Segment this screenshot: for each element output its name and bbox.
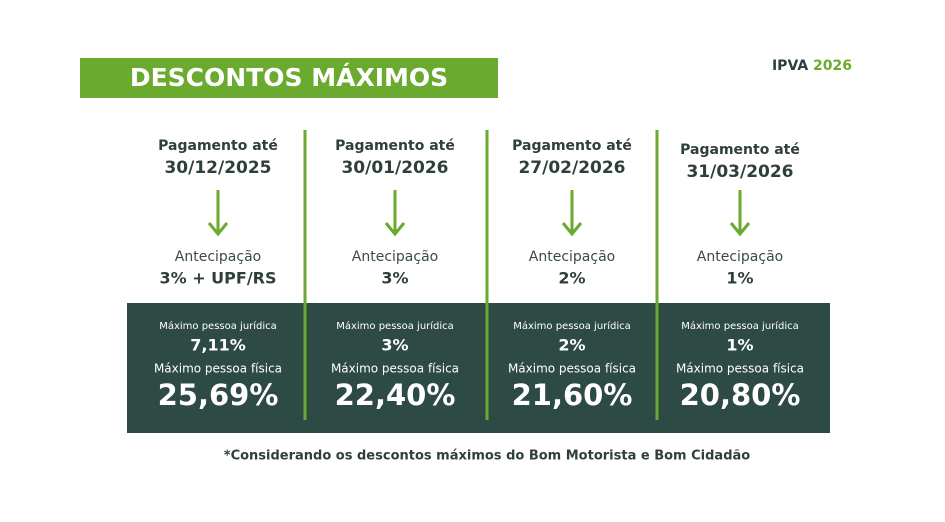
- title: DESCONTOS MÁXIMOS: [130, 63, 448, 92]
- pj-value: 3%: [381, 336, 408, 355]
- pf-value: 21,60%: [512, 378, 633, 412]
- pf-value: 25,69%: [158, 378, 279, 412]
- antecipacao-label: Antecipação: [175, 249, 261, 265]
- pj-label: Máximo pessoa jurídica: [159, 320, 277, 332]
- footnote: *Considerando os descontos máximos do Bo…: [224, 449, 751, 464]
- column-date: 27/02/2026: [518, 158, 625, 178]
- antecipacao-label: Antecipação: [352, 249, 438, 265]
- column-date: 30/01/2026: [341, 158, 448, 178]
- pf-label: Máximo pessoa física: [154, 362, 282, 376]
- pj-value: 1%: [726, 336, 753, 355]
- column-heading: Pagamento até: [335, 138, 455, 154]
- pf-value: 22,40%: [335, 378, 456, 412]
- arrow-head: [729, 222, 751, 237]
- column-date: 30/12/2025: [164, 158, 271, 178]
- pj-label: Máximo pessoa jurídica: [336, 320, 454, 332]
- pf-label: Máximo pessoa física: [331, 362, 459, 376]
- pf-label: Máximo pessoa física: [508, 362, 636, 376]
- pf-value: 20,80%: [680, 378, 801, 412]
- antecipacao-value: 1%: [726, 269, 753, 288]
- tag: IPVA 2026: [772, 58, 852, 74]
- discount-box: [127, 303, 830, 433]
- column-heading: Pagamento até: [158, 138, 278, 154]
- arrow-head: [207, 222, 229, 237]
- antecipacao-label: Antecipação: [529, 249, 615, 265]
- antecipacao-value: 3% + UPF/RS: [159, 269, 276, 288]
- tag-label: IPVA: [772, 58, 808, 74]
- pj-value: 2%: [558, 336, 585, 355]
- tag-year: 2026: [813, 58, 852, 74]
- pj-label: Máximo pessoa jurídica: [513, 320, 631, 332]
- arrow-head: [561, 222, 583, 237]
- pj-value: 7,11%: [190, 336, 246, 355]
- arrow-head: [384, 222, 406, 237]
- antecipacao-value: 2%: [558, 269, 585, 288]
- column-heading: Pagamento até: [680, 142, 800, 158]
- antecipacao-value: 3%: [381, 269, 408, 288]
- antecipacao-label: Antecipação: [697, 249, 783, 265]
- pf-label: Máximo pessoa física: [676, 362, 804, 376]
- pj-label: Máximo pessoa jurídica: [681, 320, 799, 332]
- column-heading: Pagamento até: [512, 138, 632, 154]
- column-date: 31/03/2026: [686, 162, 793, 182]
- title-banner: [80, 58, 498, 98]
